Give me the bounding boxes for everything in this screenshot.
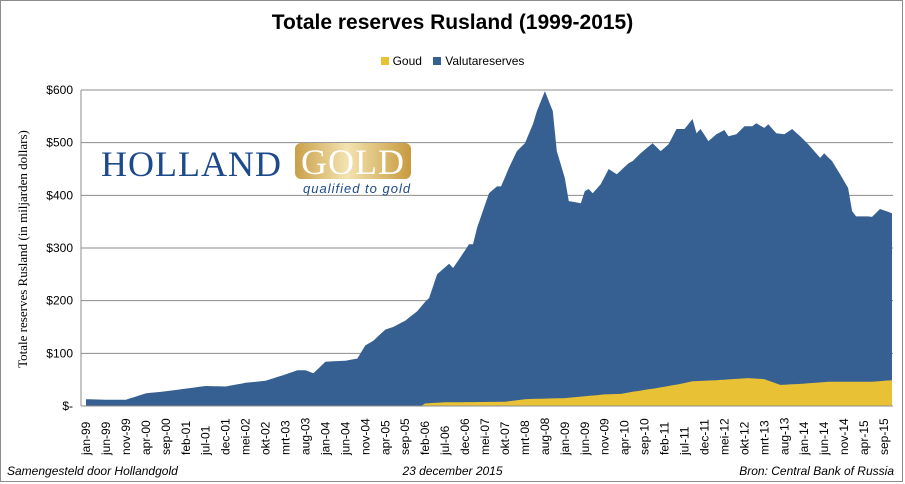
y-tick-label: $400 [46,188,73,202]
legend-item-goud: Goud [380,54,422,68]
plot-area: $- $100 $200 $300 $400 $500 $600 jan-99 jun-99 no… [46,83,893,456]
legend: Goud Valutareserves [1,54,902,68]
x-tick-label: sep-05 [398,418,412,455]
footer-left: Samengesteld door Hollandgold [7,464,178,478]
x-tick-label: apr-10 [618,420,632,455]
x-tick-label: jan-14 [797,421,811,456]
area-valutareserves [86,91,892,406]
x-tick-label: jan-04 [318,421,332,456]
legend-label-goud: Goud [392,54,422,68]
y-tick-label: $600 [46,83,73,97]
x-tick-label: jan-09 [558,421,572,456]
x-tick-label: mrt-08 [518,420,532,455]
y-tick-label: $100 [46,346,73,360]
x-tick-label: jun-09 [578,421,592,456]
area-goud [86,378,892,406]
x-tick-label: mei-12 [717,418,731,455]
x-tick-label: nov-04 [358,418,372,455]
x-tick-label: nov-99 [119,418,133,455]
x-tick-label: jul-06 [438,425,452,456]
logo-holland-text: HOLLAND [101,144,282,184]
x-tick-label: aug-08 [538,417,552,455]
x-tick-label: mrt-03 [279,420,293,455]
x-tick-label: mei-02 [239,418,253,455]
x-tick-label: sep-10 [638,418,652,455]
x-tick-label: mei-07 [478,418,492,455]
x-tick-label: feb-01 [179,421,193,455]
hollandgold-logo: HOLLAND GOLD qualified to gold [101,141,421,197]
x-tick-label: okt-12 [737,421,751,455]
chart-title: Totale reserves Rusland (1999-2015) [271,11,634,34]
x-tick-label: jan-99 [79,421,93,456]
logo-gold-badge: GOLD [295,143,411,181]
x-tick-label: nov-14 [837,418,851,455]
x-tick-label: apr-05 [378,420,392,455]
x-tick-label: jul-11 [678,426,692,456]
legend-label-valutareserves: Valutareserves [445,54,525,68]
x-tick-label: okt-07 [498,421,512,455]
x-tick-label: okt-02 [259,421,273,455]
x-tick-label: dec-01 [219,418,233,455]
x-tick-label: sep-00 [159,418,173,455]
x-tick-label: sep-15 [877,418,891,455]
logo-tagline: qualified to gold [303,181,412,196]
x-tick-label: apr-15 [857,420,871,455]
y-tick-label: $500 [46,136,73,150]
x-tick-label: jun-14 [817,421,831,456]
x-tick-label: jun-04 [338,421,352,456]
x-tick-label: nov-09 [598,418,612,455]
x-tick-label: feb-06 [418,421,432,455]
x-tick-label: mrt-13 [757,420,771,455]
legend-swatch-valutareserves [433,57,442,65]
legend-item-valutareserves: Valutareserves [433,54,524,68]
x-tick-label: apr-00 [139,420,153,455]
x-tick-label: aug-03 [298,417,312,455]
x-tick-label: aug-13 [777,417,791,455]
y-tick-label: $- [62,399,73,413]
y-tick-label: $200 [46,294,73,308]
x-tick-label: dec-06 [458,418,472,455]
x-tick-label: jun-99 [99,421,113,456]
x-tick-label: dec-11 [697,419,711,455]
y-tick-label: $300 [46,241,73,255]
x-tick-label: jul-01 [199,425,213,456]
x-tick-label: feb-11 [658,422,672,455]
legend-swatch-goud [380,57,389,65]
footer-right: Bron: Central Bank of Russia [739,464,894,478]
footer-center: 23 december 2015 [402,464,503,478]
